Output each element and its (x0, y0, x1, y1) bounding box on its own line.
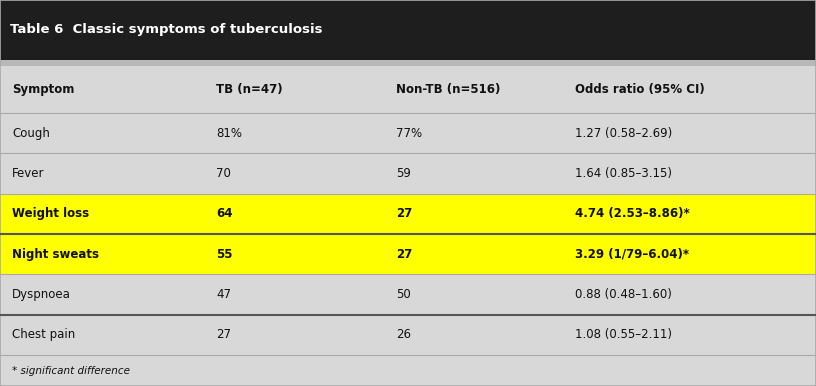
Text: 27: 27 (216, 328, 231, 342)
FancyBboxPatch shape (0, 113, 816, 154)
Text: Fever: Fever (12, 167, 45, 180)
Text: Odds ratio (95% CI): Odds ratio (95% CI) (575, 83, 705, 96)
Text: Chest pain: Chest pain (12, 328, 76, 342)
Text: Non-TB (n=516): Non-TB (n=516) (396, 83, 500, 96)
FancyBboxPatch shape (0, 154, 816, 194)
Text: 27: 27 (396, 208, 412, 220)
Text: Cough: Cough (12, 127, 50, 140)
Text: 3.29 (1/79–6.04)*: 3.29 (1/79–6.04)* (575, 248, 690, 261)
Text: Table 6  Classic symptoms of tuberculosis: Table 6 Classic symptoms of tuberculosis (10, 23, 322, 36)
Text: Symptom: Symptom (12, 83, 74, 96)
Text: * significant difference: * significant difference (12, 366, 131, 376)
Text: 47: 47 (216, 288, 231, 301)
Text: Night sweats: Night sweats (12, 248, 100, 261)
Text: 26: 26 (396, 328, 410, 342)
FancyBboxPatch shape (0, 0, 816, 60)
Text: 27: 27 (396, 248, 412, 261)
Text: 59: 59 (396, 167, 410, 180)
FancyBboxPatch shape (0, 315, 816, 355)
Text: 1.64 (0.85–3.15): 1.64 (0.85–3.15) (575, 167, 672, 180)
FancyBboxPatch shape (0, 234, 816, 274)
Text: 77%: 77% (396, 127, 422, 140)
Text: 55: 55 (216, 248, 233, 261)
Text: 81%: 81% (216, 127, 242, 140)
Text: 64: 64 (216, 208, 233, 220)
FancyBboxPatch shape (0, 60, 816, 66)
Text: 0.88 (0.48–1.60): 0.88 (0.48–1.60) (575, 288, 672, 301)
FancyBboxPatch shape (0, 274, 816, 315)
FancyBboxPatch shape (0, 194, 816, 234)
Text: 1.08 (0.55–2.11): 1.08 (0.55–2.11) (575, 328, 672, 342)
Text: Weight loss: Weight loss (12, 208, 90, 220)
Text: TB (n=47): TB (n=47) (216, 83, 283, 96)
Text: 50: 50 (396, 288, 410, 301)
Text: Dyspnoea: Dyspnoea (12, 288, 71, 301)
Text: 70: 70 (216, 167, 231, 180)
Text: 1.27 (0.58–2.69): 1.27 (0.58–2.69) (575, 127, 672, 140)
FancyBboxPatch shape (0, 66, 816, 113)
Text: 4.74 (2.53–8.86)*: 4.74 (2.53–8.86)* (575, 208, 690, 220)
FancyBboxPatch shape (0, 355, 816, 386)
